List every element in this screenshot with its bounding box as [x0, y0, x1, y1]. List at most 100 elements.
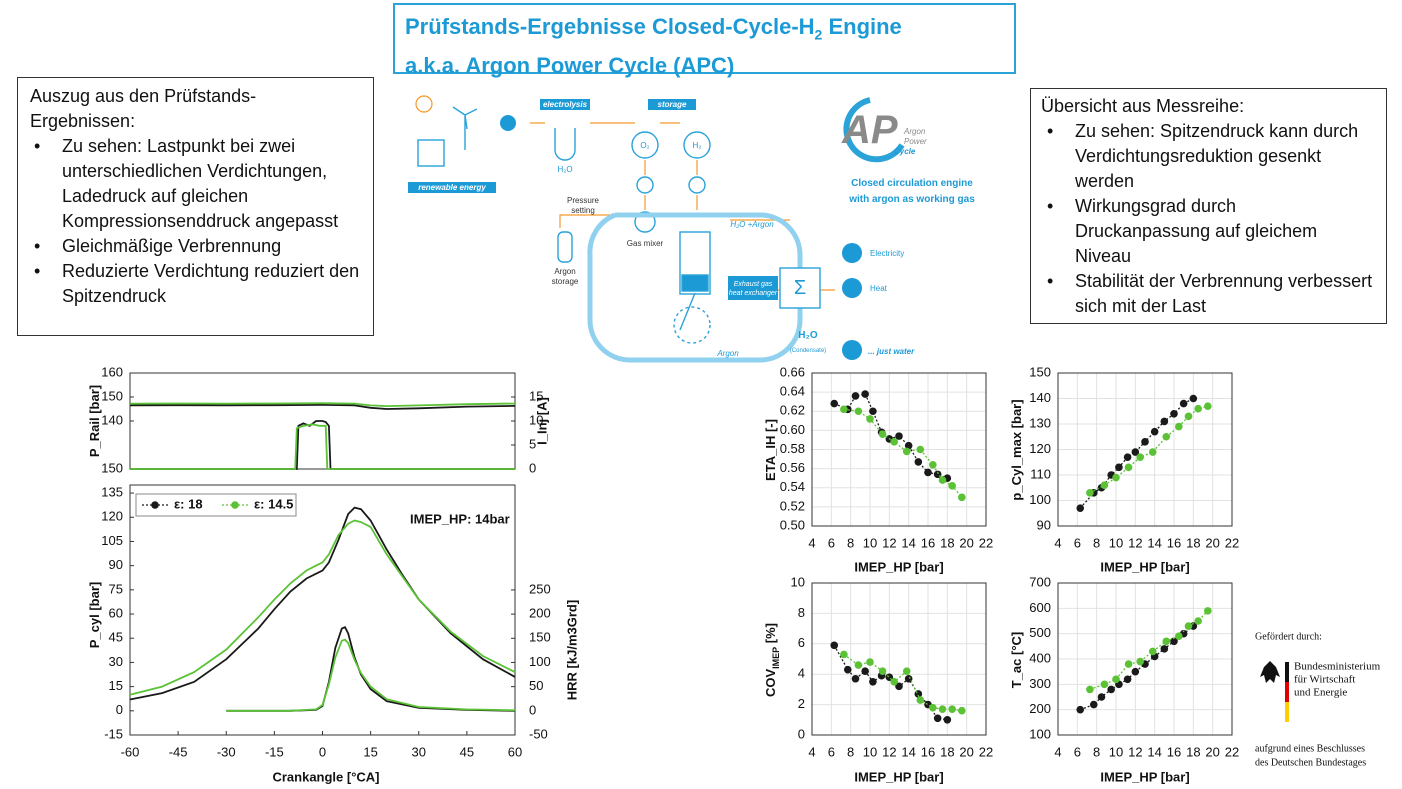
plot-frame [1057, 372, 1233, 527]
data-point [895, 432, 903, 440]
x-axis-label: Crankangle [°CA] [272, 769, 379, 784]
data-point [904, 674, 913, 683]
x-tick-label: 8 [1093, 744, 1100, 759]
diagram-label: storage [658, 100, 687, 109]
gas-mixer [634, 211, 656, 233]
x-tick-label: 14 [1147, 535, 1161, 550]
data-point [861, 390, 869, 398]
data-point [1097, 693, 1106, 701]
data-point [1089, 700, 1098, 709]
data-point [914, 458, 923, 466]
logo-sub: Cycle [894, 147, 916, 156]
y2-tick-label: 150 [529, 630, 551, 645]
x-tick-label: 6 [828, 744, 835, 759]
y-tick-label: 130 [1029, 415, 1051, 430]
eagle [1260, 661, 1280, 683]
caption: with argon as working gas [848, 194, 975, 205]
y2-tick-label: 0 [529, 460, 536, 475]
data-point [938, 476, 947, 484]
o2-node [636, 176, 654, 194]
y2-tick-label: -50 [529, 726, 548, 741]
data-point [1170, 637, 1178, 646]
x-tick-label: 22 [979, 744, 993, 759]
y2-tick-label: 100 [529, 654, 551, 669]
plot-frame [1057, 582, 1233, 736]
data-point [929, 461, 937, 469]
data-line [129, 506, 516, 701]
y-tick-label: 0.56 [780, 460, 805, 475]
x-tick-label: 60 [508, 744, 522, 759]
data-point [1086, 685, 1094, 694]
argon-loop [587, 212, 803, 363]
sigma: Σ [794, 277, 806, 299]
data-point [1204, 607, 1212, 615]
data-line [129, 403, 516, 410]
data-point [854, 661, 863, 669]
diagram-label: (Condensate) [790, 348, 826, 354]
data-point [1184, 622, 1193, 630]
diagram-label: electrolysis [543, 100, 588, 109]
x-tick-label: 4 [1054, 535, 1061, 550]
diagram-label: Heat [870, 284, 888, 293]
o2-tank [631, 131, 659, 159]
data-point [851, 392, 860, 400]
y-axis-label: T_ac [°C] [1009, 632, 1024, 689]
y-tick-label: 135 [101, 485, 123, 500]
plot-frame [811, 582, 987, 736]
ministry: Bundesministerium [1294, 661, 1381, 673]
logo-sub: Power [904, 137, 927, 146]
data-point [1123, 453, 1132, 461]
diagram-label: heat exchanger [729, 290, 778, 297]
y-tick-label: 600 [1029, 600, 1051, 615]
legend-box [135, 493, 297, 517]
diagram-label: H₂O [557, 165, 572, 174]
h2-tank [683, 131, 711, 159]
connector-line [1089, 405, 1208, 494]
y-tick-label: 150 [1029, 364, 1051, 379]
label-box [408, 182, 496, 193]
data-point [929, 703, 937, 712]
piston [681, 274, 709, 292]
y-tick-label: 120 [101, 509, 123, 524]
x-tick-label: 22 [1225, 535, 1239, 550]
y-tick-label: 120 [1029, 441, 1051, 456]
diagram-label: Electricity [870, 249, 904, 258]
data-point [924, 468, 932, 477]
heat-exchanger [779, 267, 821, 309]
diagram-label: ... just water [868, 347, 915, 356]
data-point [1148, 647, 1157, 656]
y-tick-label: 0 [798, 726, 805, 741]
data-point [1112, 473, 1120, 482]
logo-sub: Argon [903, 127, 926, 136]
x-tick-label: 20 [1205, 744, 1219, 759]
box-heading: Auszug aus den Prüfstands-Ergebnissen: [30, 86, 257, 131]
data-point [854, 407, 863, 416]
label-box [728, 276, 778, 300]
x-tick-label: 16 [1167, 744, 1181, 759]
y-tick-label: 0.62 [780, 403, 805, 418]
data-line [226, 638, 516, 712]
legend-marker [151, 501, 159, 509]
y-tick-label: 75 [109, 581, 123, 596]
x-tick-label: 20 [1205, 535, 1219, 550]
data-point [1170, 410, 1178, 418]
solar-panel [417, 139, 445, 167]
con-rod [679, 292, 696, 331]
data-point [1194, 617, 1202, 625]
bullet: Reduzierte Verdichtung reduziert den Spi… [34, 259, 363, 309]
x-tick-label: 8 [847, 744, 854, 759]
data-point [902, 667, 911, 675]
logo-arc [843, 97, 905, 163]
x-tick-label: 14 [1147, 744, 1161, 759]
data-line [129, 519, 516, 696]
plot-frame [811, 372, 987, 527]
y2-axis-label: HRR [kJ/m3Grd] [564, 600, 579, 700]
y-tick-label: 0 [116, 702, 123, 717]
y-tick-label: 0.52 [780, 498, 805, 513]
data-point [1150, 427, 1159, 436]
diagram-label: Argon [716, 349, 739, 358]
data-point [843, 665, 852, 674]
data-point [890, 438, 898, 446]
x-tick-label: 18 [940, 744, 954, 759]
